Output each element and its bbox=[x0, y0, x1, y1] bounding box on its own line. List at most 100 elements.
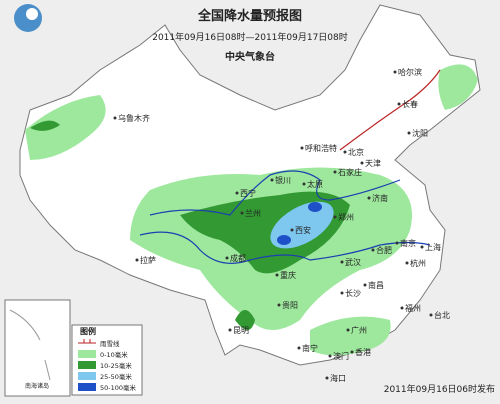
city-dot bbox=[225, 256, 229, 260]
city-label: 南昌 bbox=[368, 280, 384, 290]
legend-label: 0-10毫米 bbox=[100, 350, 128, 359]
inset-coast bbox=[9, 309, 51, 381]
city-dot bbox=[429, 313, 433, 317]
city-label: 沈阳 bbox=[412, 128, 428, 138]
legend-label: 50-100毫米 bbox=[100, 383, 137, 392]
city-dot bbox=[407, 131, 411, 135]
city-label: 南宁 bbox=[302, 343, 318, 353]
rain-10-25 bbox=[30, 120, 60, 131]
city-dot bbox=[363, 283, 367, 287]
rain-0-10 bbox=[25, 95, 106, 160]
city-label: 武汉 bbox=[345, 257, 361, 267]
legend-swatch bbox=[78, 361, 96, 369]
legend-label: 25-50毫米 bbox=[100, 372, 132, 381]
city-dot bbox=[395, 241, 399, 245]
subtitle: 2011年09月16日08时—2011年09月17日08时 bbox=[152, 31, 348, 43]
city-dot bbox=[340, 291, 344, 295]
release-time: 2011年09月16日06时发布 bbox=[384, 383, 495, 395]
city-label: 北京 bbox=[348, 147, 364, 157]
city-label: 西安 bbox=[295, 225, 311, 235]
city-label: 拉萨 bbox=[140, 255, 156, 265]
logo bbox=[14, 4, 42, 32]
city-label: 太原 bbox=[307, 179, 323, 189]
city-dot bbox=[343, 150, 347, 154]
city-dot bbox=[420, 245, 424, 249]
city-dot bbox=[290, 228, 294, 232]
city-label: 哈尔滨 bbox=[398, 67, 422, 77]
city-dot bbox=[400, 306, 404, 310]
agency: 中央气象台 bbox=[225, 50, 275, 63]
city-label: 济南 bbox=[372, 193, 388, 203]
rain-0-10 bbox=[310, 316, 391, 356]
city-label: 杭州 bbox=[410, 258, 426, 268]
city-dot bbox=[328, 354, 332, 358]
legend-swatch bbox=[78, 372, 96, 380]
title: 全国降水量预报图 bbox=[197, 8, 302, 24]
legend-label: 雨雪线 bbox=[100, 339, 120, 348]
city-dot bbox=[360, 161, 364, 165]
city-dot bbox=[297, 346, 301, 350]
city-dot bbox=[240, 211, 244, 215]
city-label: 香港 bbox=[355, 347, 371, 357]
rain-50-100 bbox=[277, 235, 291, 245]
legend-title: 图例 bbox=[80, 326, 96, 336]
city-label: 成都 bbox=[230, 253, 246, 263]
city-dot bbox=[371, 248, 375, 252]
rivers bbox=[139, 170, 431, 264]
city-label: 澳门 bbox=[333, 351, 349, 361]
city-dot bbox=[270, 178, 274, 182]
city-dot bbox=[325, 376, 329, 380]
city-label: 银川 bbox=[275, 175, 291, 185]
city-dot bbox=[235, 191, 239, 195]
city-dot bbox=[397, 102, 401, 106]
city-label: 南京 bbox=[400, 238, 416, 248]
city-label: 石家庄 bbox=[338, 167, 362, 177]
city-label: 天津 bbox=[365, 158, 381, 168]
city-label: 合肥 bbox=[376, 245, 392, 255]
legend-label: 10-25毫米 bbox=[100, 361, 132, 370]
city-dot bbox=[346, 328, 350, 332]
city-label: 广州 bbox=[351, 325, 367, 335]
legend-swatch bbox=[78, 350, 96, 358]
rain-areas bbox=[25, 64, 478, 356]
city-dot bbox=[302, 182, 306, 186]
city-label: 长沙 bbox=[345, 288, 361, 298]
city-dot bbox=[367, 196, 371, 200]
city-label: 上海 bbox=[425, 242, 441, 252]
rain-10-25 bbox=[235, 310, 255, 330]
rain-0-10 bbox=[438, 64, 478, 110]
city-dot bbox=[300, 146, 304, 150]
inset-frame bbox=[4, 299, 71, 397]
city-dot bbox=[350, 350, 354, 354]
city-label: 福州 bbox=[405, 304, 421, 313]
city-label: 兰州 bbox=[245, 208, 261, 218]
city-label: 郑州 bbox=[338, 212, 354, 222]
inset-label: 南海诸岛 bbox=[25, 382, 49, 390]
city-label: 西宁 bbox=[240, 188, 256, 198]
city-dot bbox=[340, 260, 344, 264]
city-label: 台北 bbox=[434, 310, 450, 320]
rain-snow-line bbox=[339, 69, 441, 151]
legend-swatch bbox=[78, 339, 96, 344]
city-label: 长春 bbox=[402, 99, 418, 109]
city-label: 乌鲁木齐 bbox=[118, 113, 150, 123]
city-dot bbox=[393, 70, 397, 74]
city-dot bbox=[113, 116, 117, 120]
city-label: 呼和浩特 bbox=[305, 143, 337, 153]
city-label: 昆明 bbox=[233, 326, 249, 335]
yangtze-river bbox=[139, 231, 431, 264]
legend-swatch bbox=[78, 383, 96, 391]
city-label: 重庆 bbox=[280, 270, 296, 280]
legend-items: 雨雪线 0-10毫米 10-25毫米 25-50毫米 50-100毫米 bbox=[78, 339, 137, 392]
city-dot bbox=[405, 261, 409, 265]
city-dot bbox=[275, 273, 279, 277]
city-dot bbox=[277, 303, 281, 307]
city-dot bbox=[333, 170, 337, 174]
city-dot bbox=[333, 215, 337, 219]
yellow-river bbox=[149, 170, 401, 216]
city-label: 贵阳 bbox=[282, 300, 298, 310]
